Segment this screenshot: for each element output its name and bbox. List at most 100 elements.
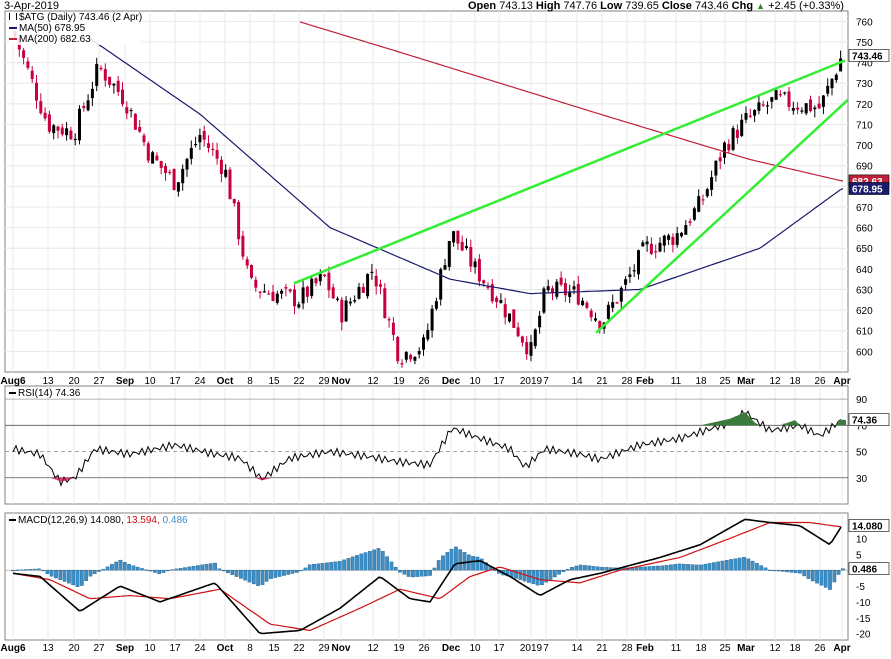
candle-body (361, 287, 365, 293)
candle-body (194, 143, 198, 146)
price-tick-label: 640 (856, 265, 873, 276)
candle-body (817, 103, 821, 109)
rsi-panel (4, 385, 849, 505)
macd-hist-bar (251, 570, 256, 585)
candle-body (688, 221, 692, 223)
rsi-tick-label: 70 (856, 421, 868, 432)
macd-hist-bar (359, 553, 364, 571)
x-tick-label-upper: 22 (293, 376, 305, 387)
macd-hist-bar (643, 566, 647, 571)
x-tick-label-upper: 18 (695, 376, 707, 387)
header-ohlc: Open 743.13 High 747.76 Low 739.65 Close… (468, 0, 844, 12)
macd-hist-bar (208, 563, 213, 571)
macd-hist-bar (101, 568, 106, 571)
candle-body (241, 235, 245, 257)
candle-body (701, 199, 705, 201)
candle-body (628, 274, 632, 278)
candle-body (727, 143, 731, 151)
x-tick-label-lower: Feb (636, 643, 654, 654)
macd-hist-bar (656, 565, 660, 571)
macd-hist-bar (385, 556, 389, 571)
macd-hist-bar (475, 556, 480, 571)
candle-body (409, 354, 413, 360)
macd-hist-bar (561, 570, 566, 572)
macd-hist-bar (337, 561, 342, 571)
price-tick-label: 670 (856, 203, 873, 214)
legend-symbol: $ATG (Daily) 743.46 (2 Apr) (19, 12, 143, 23)
macd-tick-label: 10 (856, 534, 868, 545)
x-tick-label-lower: 17 (493, 643, 505, 654)
macd-hist-bar (140, 568, 144, 571)
macd-hist-bar (587, 565, 592, 571)
macd-tick-label: -20 (856, 630, 871, 641)
macd-hist-bar (342, 559, 346, 571)
candle-body (116, 80, 120, 92)
candle-body (379, 284, 382, 287)
candle-body (417, 351, 421, 355)
x-tick-label-lower: 27 (93, 643, 105, 654)
candle-body (374, 275, 378, 287)
candle-body (366, 274, 370, 297)
x-tick-label-upper: 13 (42, 376, 54, 387)
macd-hist-bar (45, 570, 50, 575)
macd-hist-bar (110, 564, 114, 571)
candle-body (697, 196, 701, 212)
x-tick-label-lower: 10 (469, 643, 481, 654)
x-tick-label-lower: 11 (671, 643, 682, 654)
macd-hist-bar (11, 570, 15, 572)
candle-body (542, 288, 546, 313)
x-tick-label-upper: 21 (596, 376, 608, 387)
macd-hist-bar (19, 569, 24, 571)
macd-hist-tag-bg (848, 562, 890, 575)
x-tick-label-upper: Sep (116, 376, 134, 387)
x-tick-label-lower: Mar (737, 643, 755, 654)
x-tick-label-upper: 12 (367, 376, 379, 387)
macd-hist-bar (398, 570, 402, 573)
candle-body (73, 138, 77, 141)
candle-body (624, 279, 628, 285)
macd-hist-bar (716, 561, 721, 571)
candle-body (47, 114, 51, 132)
legend-ma200-swatch (9, 38, 17, 41)
rsi-overbought-fill (780, 420, 800, 426)
x-tick-label-upper: 2019 (520, 376, 543, 387)
macd-hist-bar (458, 549, 463, 571)
candle-body (52, 125, 56, 134)
macd-hist-bar (256, 570, 260, 586)
candle-body (710, 177, 714, 190)
macd-hist-bar (798, 570, 802, 574)
macd-hist-bar (742, 557, 746, 571)
macd-hist-tag: 0.486 (852, 565, 877, 576)
candle-body (121, 89, 124, 105)
macd-signal-line (12, 521, 842, 632)
macd-hist-bar (544, 570, 549, 583)
candle-body (56, 126, 60, 131)
macd-hist-bar (282, 570, 286, 576)
price-tick-label: 620 (856, 306, 873, 317)
price-legend: $ATG (Daily) 743.46 (2 Apr) MA(50) 678.9… (9, 12, 143, 45)
macd-hist-bar (492, 569, 497, 571)
macd-hist-bar (423, 570, 428, 577)
macd-hist-bar (299, 570, 303, 572)
macd-hist-bar (729, 559, 733, 571)
candle-body (641, 242, 645, 247)
candle-body (224, 169, 228, 177)
rsi-line (12, 409, 842, 487)
close-value: 743.46 (694, 0, 729, 12)
candle-body (129, 109, 133, 112)
macd-hist-bar (165, 570, 170, 572)
candle-body (439, 269, 443, 300)
price-tick-label: 610 (856, 327, 873, 338)
macd-hist-bar (690, 564, 695, 571)
trendline-lower (595, 98, 849, 334)
x-tick-label-lower: 22 (293, 643, 305, 654)
candle-body (619, 287, 623, 302)
x-tick-label-upper: 10 (469, 376, 481, 387)
candle-body (813, 107, 817, 110)
candle-body (426, 329, 430, 340)
candle-body (78, 108, 81, 141)
candle-body (559, 277, 563, 285)
macd-hist-bar (170, 569, 174, 571)
macd-hist-bar (780, 570, 785, 572)
macd-tick-label: 5 (856, 550, 862, 561)
